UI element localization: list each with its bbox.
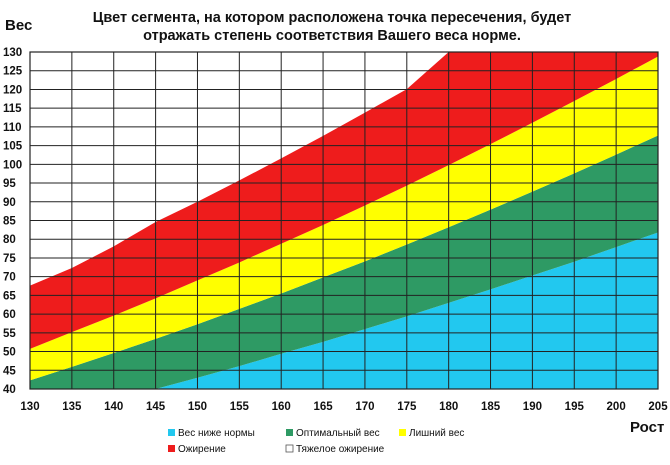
legend-swatch xyxy=(168,429,175,436)
x-tick-label: 170 xyxy=(355,401,374,413)
plot-frame xyxy=(29,51,659,390)
x-tick-label: 145 xyxy=(146,401,166,413)
x-tick-label: 205 xyxy=(648,401,668,413)
legend-label: Лишний вес xyxy=(409,428,464,439)
y-tick-label: 80 xyxy=(3,234,16,246)
x-tick-labels: 130 135 140 145 150 155 160 165 170 175 180 185 190 1… xyxy=(20,401,668,413)
x-tick-label: 185 xyxy=(481,401,501,413)
legend-swatch xyxy=(399,429,406,436)
y-tick-label: 65 xyxy=(3,290,16,302)
x-tick-label: 200 xyxy=(607,401,626,413)
x-tick-label: 140 xyxy=(104,401,123,413)
x-axis-label: Рост xyxy=(630,419,664,436)
x-tick-label: 130 xyxy=(20,401,39,413)
y-tick-label: 100 xyxy=(3,159,22,171)
area-band-3 xyxy=(30,56,658,381)
x-tick-label: 195 xyxy=(565,401,585,413)
y-tick-label: 50 xyxy=(3,347,16,359)
legend-label: Ожирение xyxy=(178,444,226,455)
area-band-4 xyxy=(30,52,658,349)
y-tick-label: 105 xyxy=(3,141,23,153)
y-tick-label: 115 xyxy=(3,103,22,115)
y-tick-label: 95 xyxy=(3,178,16,190)
legend-swatch xyxy=(168,445,175,452)
y-tick-label: 130 xyxy=(3,47,22,59)
chart-title-line-1: Цвет сегмента, на котором расположена то… xyxy=(93,10,571,26)
legend-label: Оптимальный вес xyxy=(296,428,380,439)
y-tick-label: 55 xyxy=(3,328,16,340)
x-tick-label: 155 xyxy=(230,401,250,413)
x-tick-label: 175 xyxy=(397,401,417,413)
legend-swatch xyxy=(286,429,293,436)
x-tick-label: 135 xyxy=(62,401,82,413)
y-tick-label: 75 xyxy=(3,253,16,265)
chart-title-line-2: отражать степень соответствия Вашего вес… xyxy=(143,28,521,44)
y-tick-labels: 40 45 50 55 60 65 70 75 80 85 90 95 100 105 110 115 120 1… xyxy=(3,47,23,396)
y-tick-label: 70 xyxy=(3,272,16,284)
y-tick-label: 60 xyxy=(3,309,16,321)
x-tick-label: 180 xyxy=(439,401,458,413)
x-tick-label: 165 xyxy=(313,401,333,413)
y-tick-label: 40 xyxy=(3,384,16,396)
y-tick-label: 90 xyxy=(3,197,16,209)
x-tick-label: 160 xyxy=(272,401,291,413)
x-tick-label: 150 xyxy=(188,401,207,413)
chart-grid xyxy=(29,51,659,390)
y-tick-label: 45 xyxy=(3,365,16,377)
y-axis-label: Вес xyxy=(5,17,32,34)
y-tick-label: 110 xyxy=(3,122,22,134)
x-tick-label: 190 xyxy=(523,401,542,413)
chart-legend: Вес ниже нормы Оптимальный вес Лишний вес О… xyxy=(168,428,464,455)
y-tick-label: 85 xyxy=(3,216,16,228)
y-tick-label: 125 xyxy=(3,66,23,78)
y-tick-label: 120 xyxy=(3,84,22,96)
legend-swatch xyxy=(285,444,294,453)
area-band-1 xyxy=(30,232,658,389)
legend-label: Тяжелое ожирение xyxy=(296,444,385,455)
legend-label: Вес ниже нормы xyxy=(178,428,255,439)
